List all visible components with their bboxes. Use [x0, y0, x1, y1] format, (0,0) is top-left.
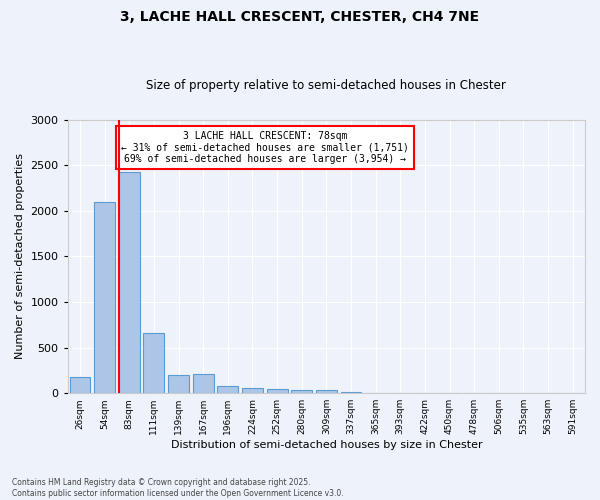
Y-axis label: Number of semi-detached properties: Number of semi-detached properties [15, 154, 25, 360]
Bar [119, 172, 140, 393]
Bar [70, 377, 91, 393]
Bar [316, 390, 337, 393]
Bar [341, 392, 361, 393]
Text: 3 LACHE HALL CRESCENT: 78sqm
← 31% of semi-detached houses are smaller (1,751)
6: 3 LACHE HALL CRESCENT: 78sqm ← 31% of se… [121, 130, 409, 164]
Text: 3, LACHE HALL CRESCENT, CHESTER, CH4 7NE: 3, LACHE HALL CRESCENT, CHESTER, CH4 7NE [121, 10, 479, 24]
Bar [217, 386, 238, 393]
Bar [168, 375, 189, 393]
Bar [143, 333, 164, 393]
Bar [94, 202, 115, 393]
X-axis label: Distribution of semi-detached houses by size in Chester: Distribution of semi-detached houses by … [170, 440, 482, 450]
Title: Size of property relative to semi-detached houses in Chester: Size of property relative to semi-detach… [146, 79, 506, 92]
Bar [193, 374, 214, 393]
Text: Contains HM Land Registry data © Crown copyright and database right 2025.
Contai: Contains HM Land Registry data © Crown c… [12, 478, 344, 498]
Bar [242, 388, 263, 393]
Bar [291, 390, 312, 393]
Bar [266, 388, 287, 393]
